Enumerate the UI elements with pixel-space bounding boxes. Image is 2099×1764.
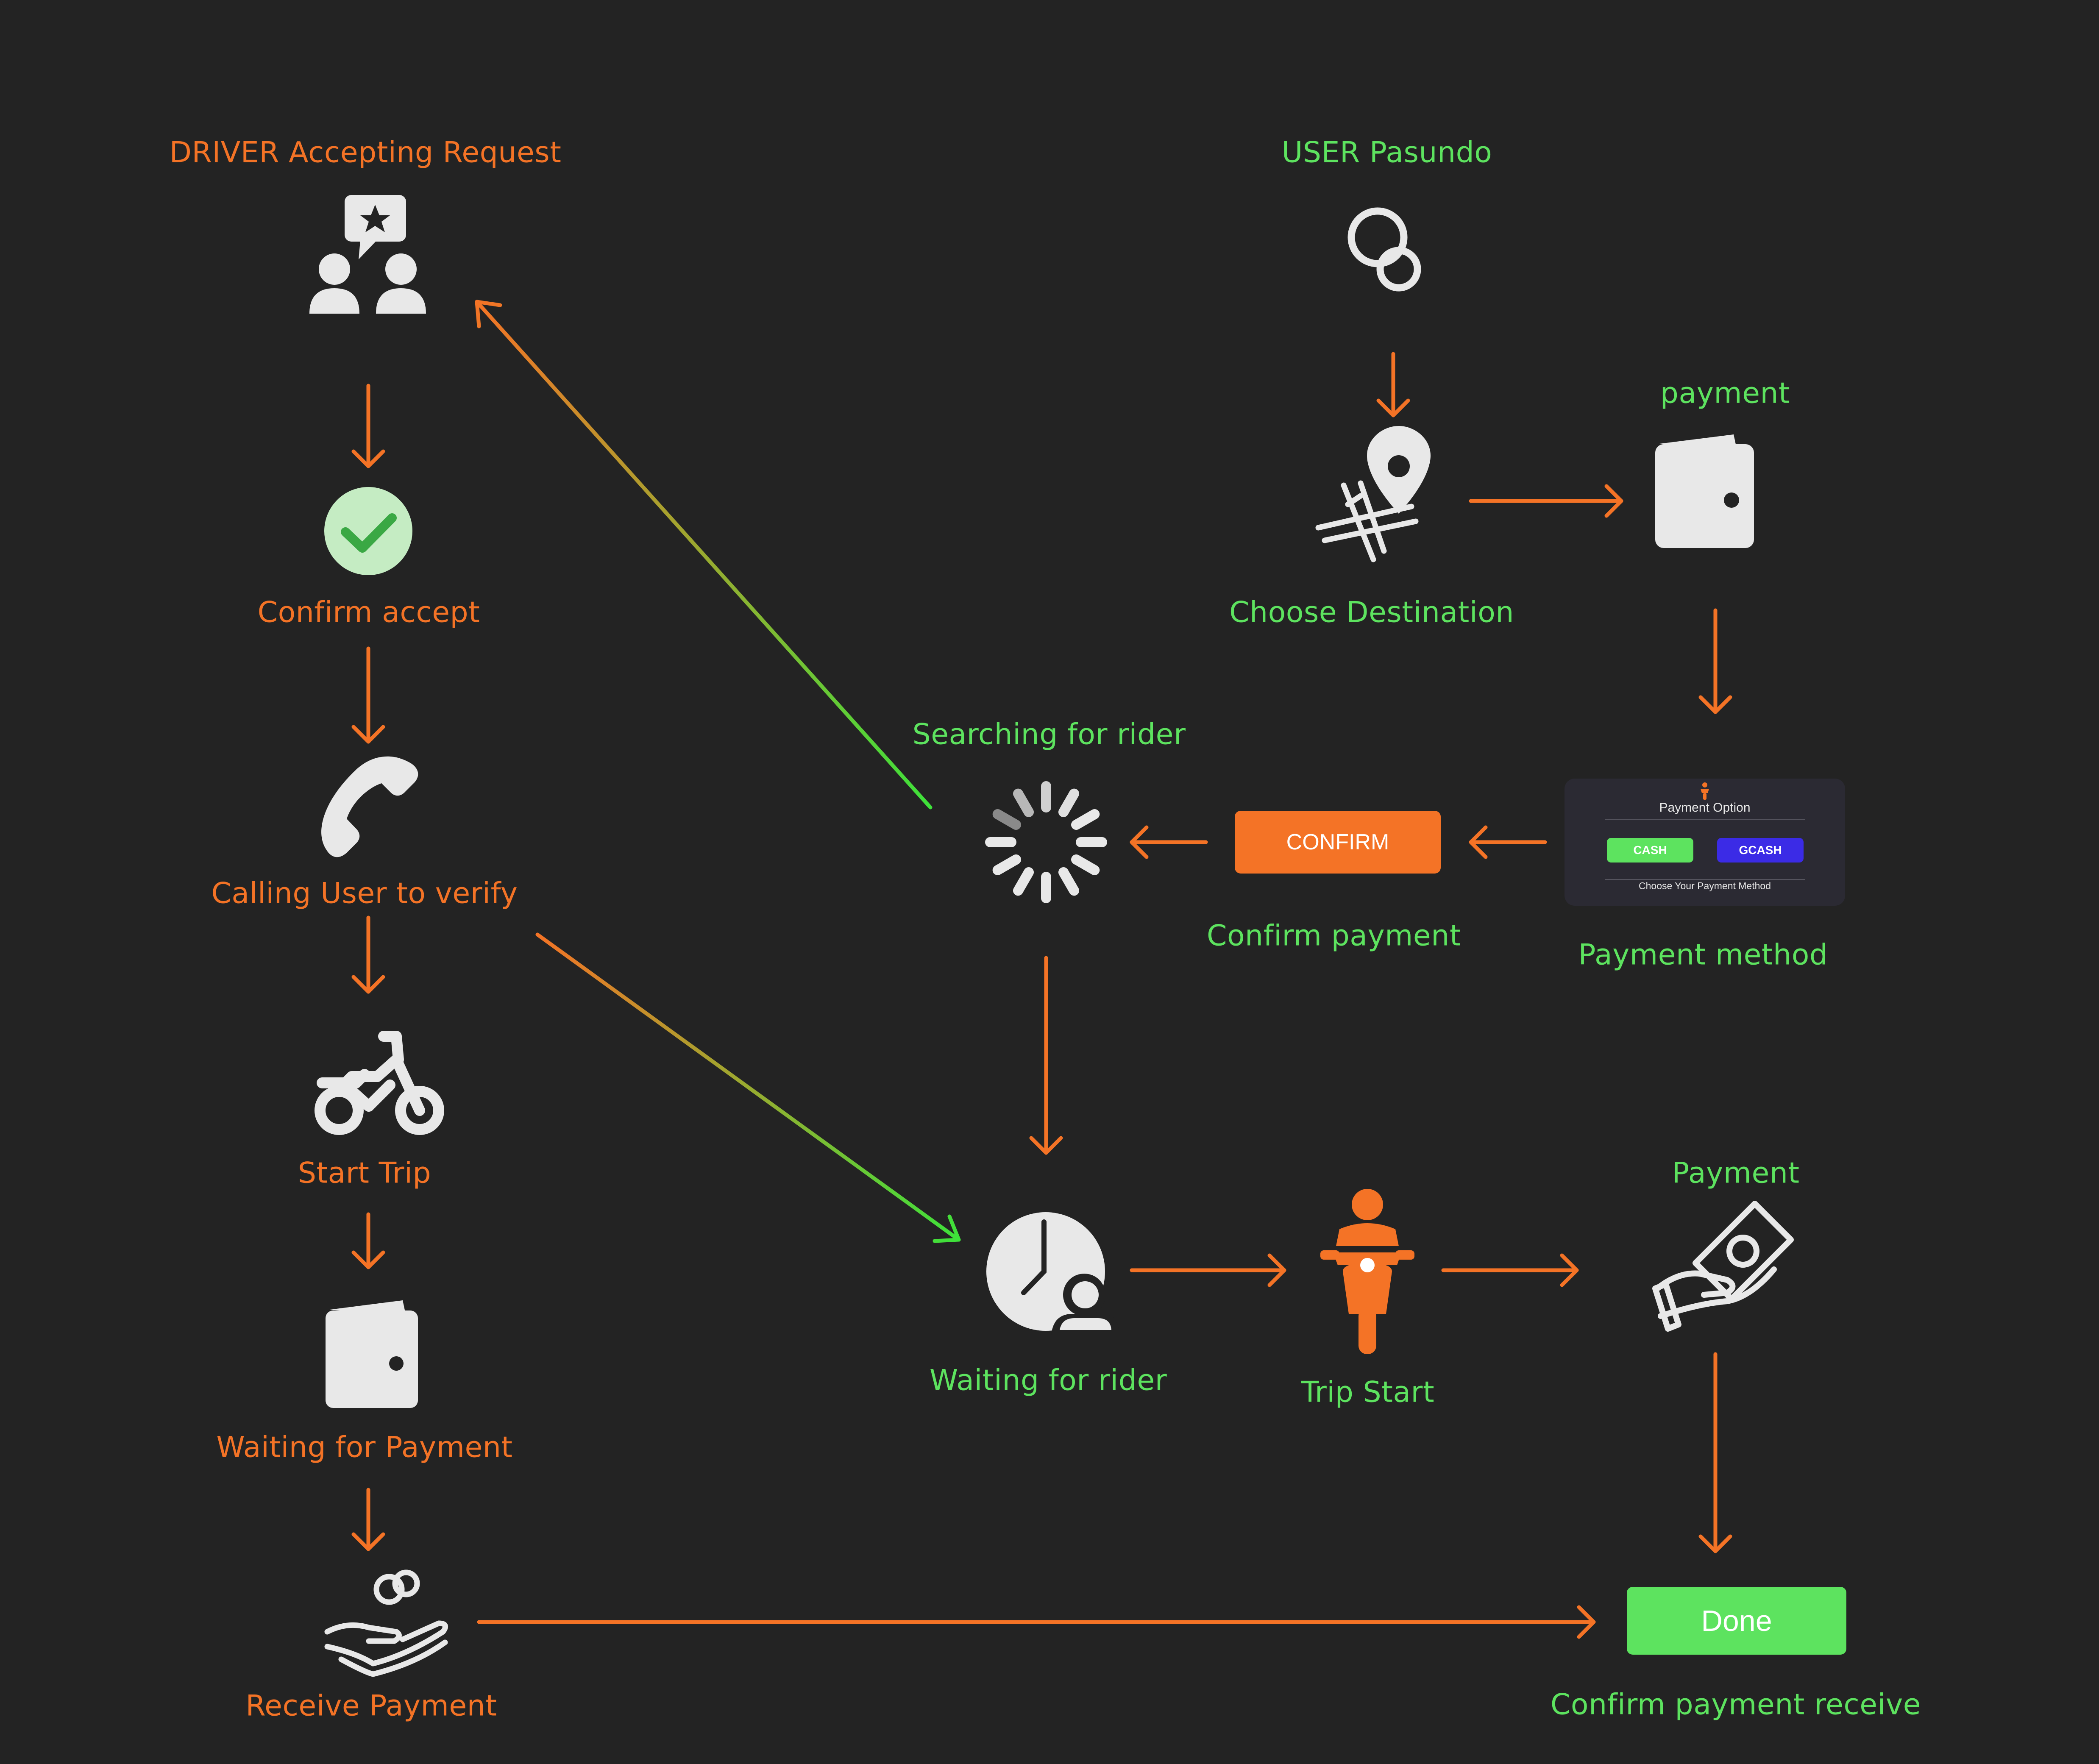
arrow-driver-1 xyxy=(351,384,385,468)
arrow-method-to-confirm xyxy=(1469,825,1547,859)
payment-option-footer: Choose Your Payment Method xyxy=(1639,880,1771,891)
arrow-destination-to-payment xyxy=(1469,484,1623,518)
check-circle-icon xyxy=(324,487,412,575)
arrow-driver-5 xyxy=(351,1488,385,1551)
arrow-confirm-to-searching xyxy=(1130,825,1208,859)
receive-payment-label: Receive Payment xyxy=(245,1689,497,1723)
spinner-petal xyxy=(1013,788,1034,817)
arrow-search-to-destination xyxy=(1376,352,1410,417)
waiting-rider-label: Waiting for rider xyxy=(929,1363,1167,1397)
trip-start-label: Trip Start xyxy=(1301,1375,1435,1409)
wallet-icon xyxy=(1655,434,1754,548)
rider-icon xyxy=(1701,782,1709,800)
spinner-petal xyxy=(1058,788,1079,817)
confirm-payment-label: Confirm payment xyxy=(1206,919,1462,953)
hand-money-icon xyxy=(1652,1201,1794,1332)
arrow-calling-to-waiting xyxy=(535,932,961,1243)
arrow-searching-to-driver xyxy=(475,300,933,810)
driver-title: DRIVER Accepting Request xyxy=(169,136,562,170)
arrow-driver-3 xyxy=(351,915,385,994)
confirm-button[interactable]: CONFIRM xyxy=(1235,811,1441,874)
cash-button[interactable]: CASH xyxy=(1607,838,1693,863)
clock-person-icon xyxy=(986,1212,1119,1335)
calling-label: Calling User to verify xyxy=(211,876,518,910)
payment-label: payment xyxy=(1660,376,1790,410)
user-title: USER Pasundo xyxy=(1281,136,1492,170)
phone-icon xyxy=(321,756,418,857)
arrow-receive-to-done xyxy=(477,1605,1596,1639)
waiting-payment-label: Waiting for Payment xyxy=(216,1430,513,1464)
payment-option-card: Payment Option CASH GCASH Choose Your Pa… xyxy=(1565,779,1845,906)
confirm-accept-label: Confirm accept xyxy=(257,595,480,629)
payment-method-label: Payment method xyxy=(1578,938,1828,972)
arrow-payment-to-method xyxy=(1698,608,1732,714)
rider-icon xyxy=(1320,1189,1414,1354)
payment-option-title: Payment Option xyxy=(1659,801,1751,815)
payment2-label: Payment xyxy=(1672,1156,1800,1190)
arrow-trip-to-payment xyxy=(1441,1253,1579,1287)
confirm-receive-label: Confirm payment receive xyxy=(1550,1688,1921,1722)
spinner-petal xyxy=(992,854,1021,875)
spinner-petal xyxy=(1013,867,1034,896)
spinner-petal xyxy=(992,809,1021,830)
divider xyxy=(1605,819,1805,820)
searching-label: Searching for rider xyxy=(912,718,1186,751)
spinner-petal xyxy=(1071,809,1100,830)
arrow-driver-4 xyxy=(351,1212,385,1269)
motorcycle-icon xyxy=(315,1031,444,1135)
hand-coins-icon xyxy=(324,1569,448,1677)
spinner-petal xyxy=(1058,867,1079,896)
choose-destination-label: Choose Destination xyxy=(1229,595,1514,629)
group-star-icon xyxy=(309,195,426,314)
map-pin-icon xyxy=(1315,426,1431,562)
wallet-icon xyxy=(326,1300,418,1408)
start-trip-label: Start Trip xyxy=(298,1156,431,1190)
arrow-payment-to-done xyxy=(1698,1352,1732,1553)
arrow-waiting-to-trip xyxy=(1130,1253,1286,1287)
spinner-petal xyxy=(1071,854,1100,875)
gcash-button[interactable]: GCASH xyxy=(1717,838,1804,863)
spinner-icon xyxy=(985,781,1107,903)
search-icon xyxy=(1347,207,1421,292)
arrow-driver-2 xyxy=(351,646,385,744)
done-button[interactable]: Done xyxy=(1627,1587,1846,1655)
arrow-searching-to-waiting xyxy=(1029,956,1063,1155)
divider xyxy=(1605,879,1805,880)
